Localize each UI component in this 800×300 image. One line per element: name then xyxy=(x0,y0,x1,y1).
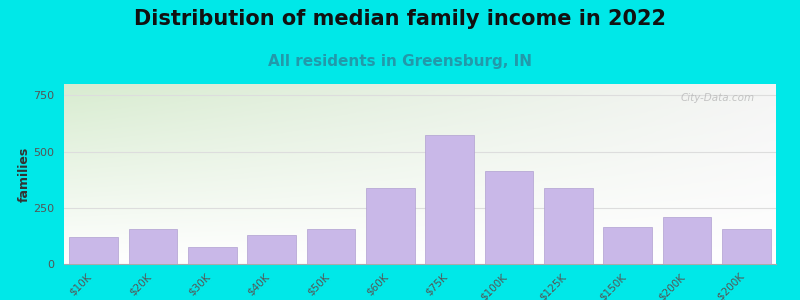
Bar xyxy=(426,135,474,264)
Text: City-Data.com: City-Data.com xyxy=(681,93,754,103)
Bar xyxy=(603,227,652,264)
Y-axis label: families: families xyxy=(18,146,30,202)
Text: Distribution of median family income in 2022: Distribution of median family income in … xyxy=(134,9,666,29)
Bar xyxy=(366,188,414,264)
Bar xyxy=(188,247,237,264)
Bar xyxy=(306,229,355,264)
Bar xyxy=(722,229,770,264)
Bar xyxy=(544,188,593,264)
Bar xyxy=(129,229,178,264)
Bar xyxy=(485,171,534,264)
Bar xyxy=(247,235,296,264)
Bar xyxy=(662,217,711,264)
Text: All residents in Greensburg, IN: All residents in Greensburg, IN xyxy=(268,54,532,69)
Bar xyxy=(70,237,118,264)
